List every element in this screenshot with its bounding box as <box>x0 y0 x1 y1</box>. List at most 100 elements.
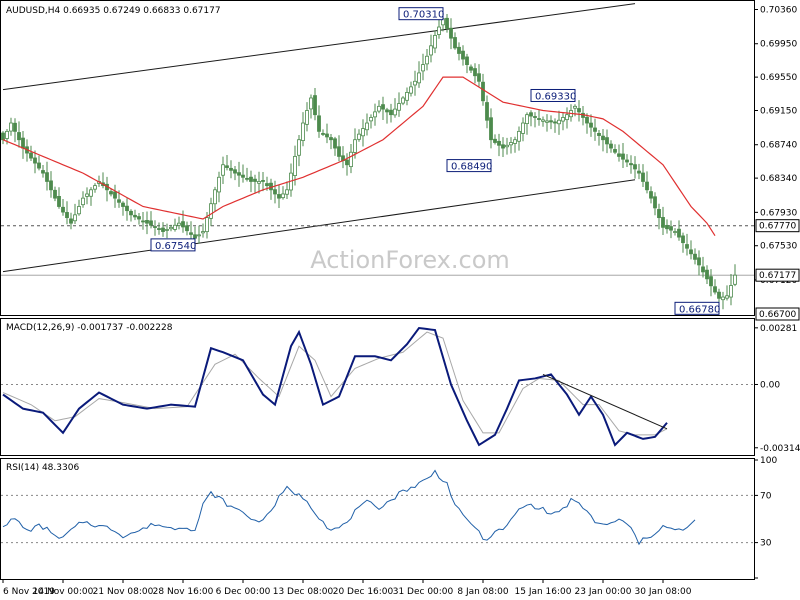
candle-body <box>597 132 601 136</box>
candle-body <box>373 111 377 118</box>
candle <box>221 156 225 185</box>
candle <box>153 220 157 236</box>
annotation-text: 0.70310 <box>403 10 444 21</box>
level-label-text: 0.67770 <box>759 222 796 232</box>
candle <box>273 180 277 204</box>
candle <box>337 135 341 162</box>
x-tick-label: 6 Dec 00:00 <box>216 587 271 597</box>
candle-body <box>73 214 77 222</box>
level-label-box <box>755 219 800 233</box>
x-tick-label: 14 Nov 00:00 <box>33 587 94 597</box>
candle-body <box>577 108 581 113</box>
current-price-box <box>755 268 800 282</box>
candle <box>185 221 189 236</box>
candle <box>241 164 245 183</box>
candle <box>565 107 569 129</box>
candle <box>181 210 185 233</box>
candle <box>397 92 401 117</box>
bottom-price-box <box>755 307 800 321</box>
candle <box>393 98 397 118</box>
candle-body <box>137 216 141 220</box>
candle <box>617 144 621 162</box>
candle-body <box>473 68 477 77</box>
candle-body <box>505 144 509 148</box>
candle <box>373 103 377 126</box>
candle-body <box>241 174 245 178</box>
x-tick-label: 20 Dec 16:00 <box>333 587 394 597</box>
macd-header: MACD(12,26,9) -0.001737 -0.002228 <box>6 323 173 333</box>
candle <box>249 170 253 193</box>
candle-body <box>261 180 265 182</box>
candle <box>209 197 213 227</box>
candle-body <box>149 220 153 226</box>
candle <box>717 288 721 303</box>
candle <box>601 129 605 152</box>
candle-body <box>309 97 313 110</box>
candle <box>517 126 521 151</box>
candle <box>413 70 417 96</box>
candle <box>613 144 617 155</box>
candle <box>633 156 637 179</box>
rsi-y-tick-label: 30 <box>760 539 772 549</box>
candle-body <box>513 139 517 144</box>
candle <box>525 112 529 135</box>
candle <box>489 108 493 149</box>
candle-body <box>21 137 25 149</box>
candle <box>325 123 329 144</box>
candle-body <box>501 144 505 149</box>
candle <box>73 203 77 225</box>
candle-body <box>593 127 597 132</box>
candle <box>469 64 473 74</box>
candle <box>189 221 193 240</box>
level-label: 0.67770 <box>755 219 800 233</box>
candle-body <box>661 217 665 228</box>
candle <box>229 160 233 179</box>
candle-body <box>397 103 401 111</box>
candle-body <box>281 193 285 199</box>
candle-body <box>489 117 493 141</box>
candle <box>329 134 333 150</box>
candle-body <box>417 72 421 84</box>
candle <box>513 136 517 153</box>
candle <box>681 232 685 253</box>
candle-body <box>53 189 57 199</box>
candle <box>589 114 593 137</box>
candle-body <box>517 130 521 142</box>
candle-body <box>697 257 701 266</box>
annotation-text: 0.67540 <box>155 241 196 252</box>
candle-body <box>65 212 69 219</box>
candle <box>137 212 141 225</box>
candle-body <box>197 234 201 237</box>
candle-body <box>461 50 465 60</box>
candle-body <box>365 122 369 131</box>
candle <box>145 211 149 235</box>
candle-body <box>249 176 253 182</box>
candle-body <box>701 266 705 273</box>
candle-body <box>49 180 53 191</box>
candle-body <box>125 205 129 212</box>
candle <box>697 250 701 276</box>
candle-body <box>649 191 653 199</box>
candle <box>381 96 385 121</box>
candle-body <box>93 185 97 190</box>
candle-body <box>381 104 385 110</box>
candle-body <box>401 97 405 104</box>
candle-body <box>533 116 537 118</box>
candle <box>281 186 285 200</box>
candle <box>733 264 737 287</box>
candle <box>57 187 61 209</box>
candle-body <box>601 135 605 141</box>
candle <box>561 112 565 131</box>
annotation-text: 0.66780 <box>679 304 720 315</box>
candle <box>305 102 309 132</box>
candle <box>253 174 257 193</box>
price-y-tick-label: 0.68340 <box>760 174 797 184</box>
current-price-text: 0.67177 <box>759 271 796 281</box>
candle-body <box>177 222 181 226</box>
candle-body <box>405 92 409 101</box>
candle-body <box>521 122 525 134</box>
annotation-text: 0.69330 <box>535 91 576 102</box>
candle-body <box>117 199 121 203</box>
candle <box>465 53 469 74</box>
candle-body <box>9 122 13 132</box>
